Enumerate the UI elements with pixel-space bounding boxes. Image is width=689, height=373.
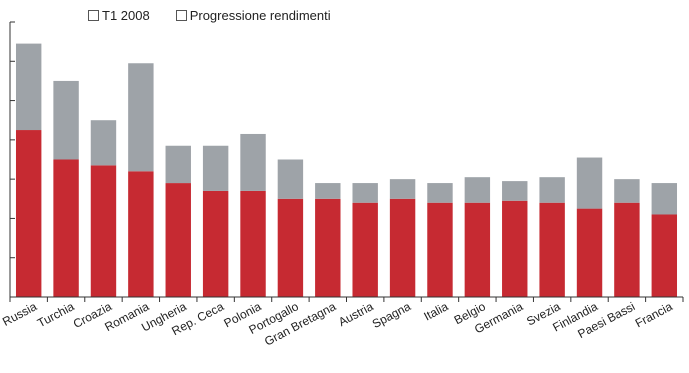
bar-t1-2008-17 (651, 214, 678, 297)
bar-progressione-4 (165, 145, 191, 184)
bar-t1-2008-11 (427, 202, 453, 297)
legend-label-t1-2008: T1 2008 (102, 8, 150, 23)
legend-swatch-t1-2008 (88, 10, 99, 21)
bar-t1-2008-1 (53, 159, 79, 297)
bar-progressione-5 (202, 145, 229, 191)
bar-t1-2008-7 (277, 198, 304, 297)
bar-t1-2008-6 (240, 190, 266, 297)
bar-progressione-3 (128, 63, 154, 172)
bar-progressione-12 (464, 177, 491, 203)
bar-t1-2008-9 (352, 202, 378, 297)
bar-progressione-6 (240, 133, 266, 191)
bar-progressione-17 (651, 183, 678, 215)
bar-progressione-13 (502, 181, 528, 201)
bar-progressione-1 (53, 80, 79, 160)
bar-t1-2008-2 (90, 165, 117, 297)
legend-item-progressione: Progressione rendimenti (175, 8, 331, 23)
legend-item-t1-2008: T1 2008 (88, 8, 150, 23)
bar-progressione-8 (315, 183, 341, 199)
bar-progressione-10 (389, 179, 416, 199)
bar-progressione-11 (427, 183, 453, 203)
x-tick-label-10: Spagna (370, 299, 413, 331)
bar-t1-2008-14 (539, 202, 565, 297)
bar-t1-2008-4 (165, 183, 191, 297)
bar-t1-2008-3 (128, 171, 154, 297)
bar-t1-2008-13 (502, 200, 528, 297)
bar-progressione-9 (352, 183, 378, 203)
chart-legend: T1 2008 Progressione rendimenti (88, 8, 331, 23)
legend-label-progressione: Progressione rendimenti (189, 8, 331, 23)
bar-progressione-2 (90, 120, 117, 166)
bar-progressione-15 (576, 157, 603, 209)
legend-swatch-progressione (175, 10, 187, 21)
bar-progressione-7 (277, 159, 304, 199)
x-tick-label-1: Turchia (35, 299, 77, 330)
x-tick-label-9: Austria (336, 299, 376, 329)
bar-t1-2008-16 (614, 202, 640, 297)
bar-progressione-0 (15, 43, 42, 131)
x-tick-label-0: Russia (0, 299, 39, 329)
bar-t1-2008-5 (202, 190, 229, 297)
bar-t1-2008-10 (389, 198, 416, 297)
bar-t1-2008-15 (576, 208, 603, 297)
x-tick-label-11: Italia (421, 299, 450, 323)
bar-progressione-16 (614, 179, 640, 203)
bar-t1-2008-8 (315, 198, 341, 297)
x-tick-label-17: Francia (633, 299, 675, 330)
bar-t1-2008-12 (464, 202, 491, 297)
bar-t1-2008-0 (15, 130, 42, 297)
bar-progressione-14 (539, 177, 565, 203)
